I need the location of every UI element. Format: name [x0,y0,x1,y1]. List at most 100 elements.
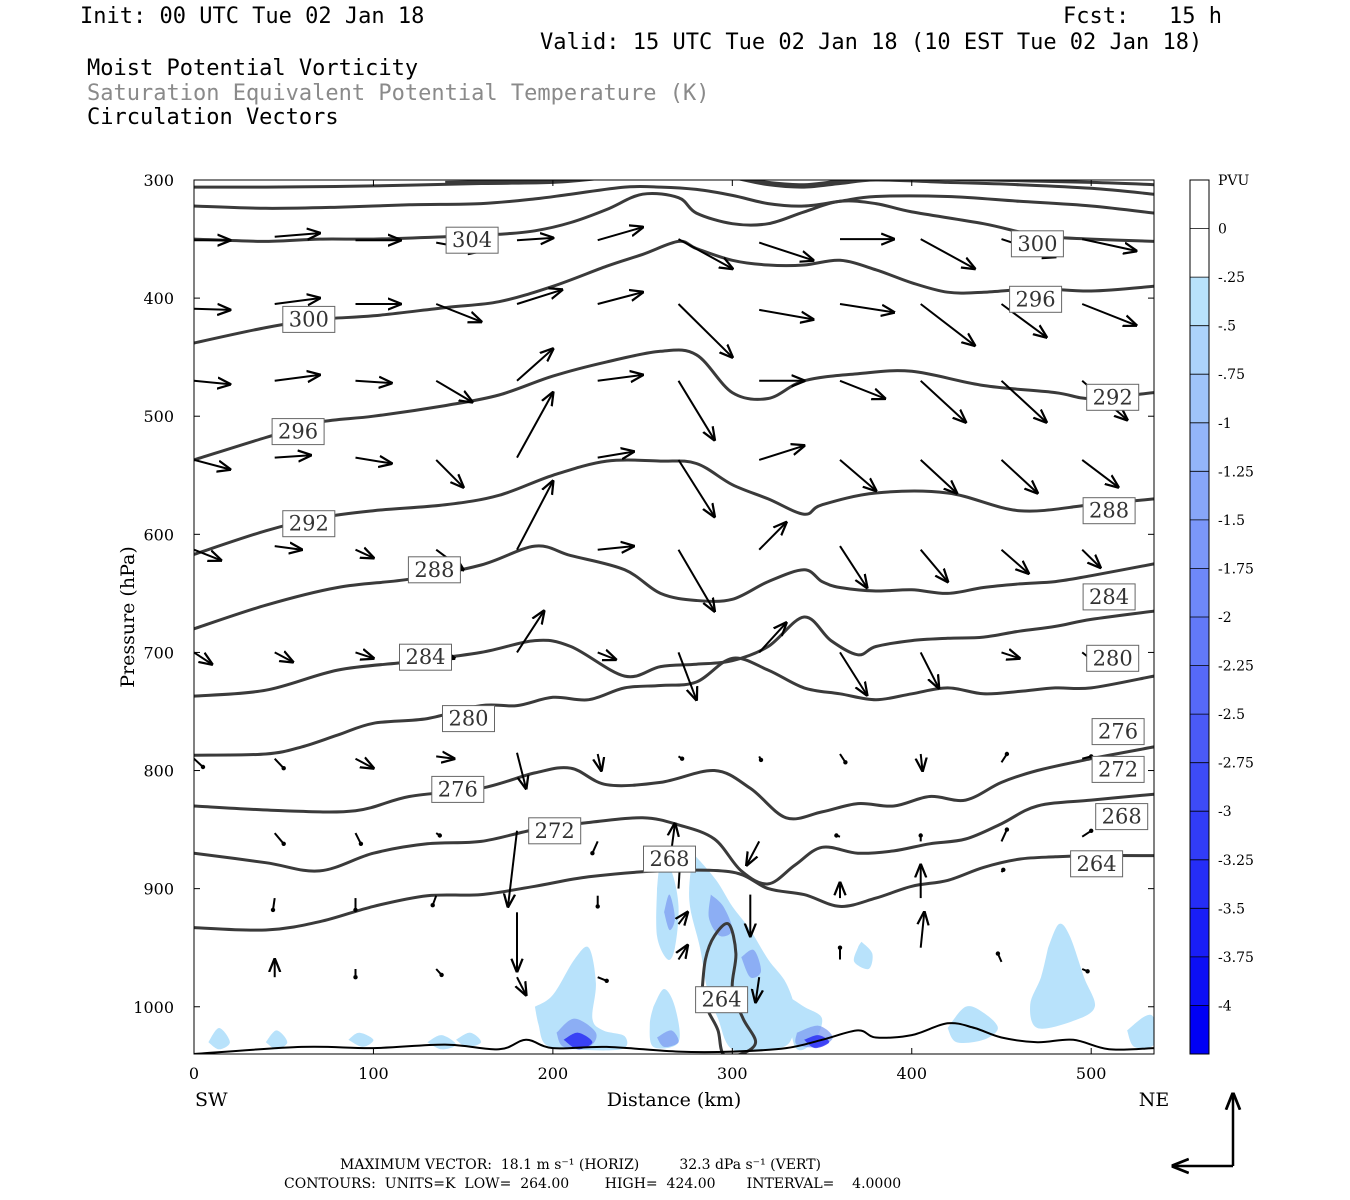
pv-shading-patch [456,1032,482,1047]
colorbar-label: -1 [1218,416,1232,432]
circulation-vector [839,303,894,312]
colorbar-segment [1190,180,1209,230]
pv-shading-patch [741,949,762,978]
contour-label: 280 [1093,646,1133,670]
circulation-vector [1081,303,1136,325]
circulation-vector [1081,459,1118,487]
circulation-vector [516,752,526,789]
circulation-vector [758,523,786,551]
contour-label: 296 [278,420,318,444]
colorbar-label: -1.75 [1218,561,1254,577]
circulation-vector [597,227,643,242]
colorbar-label: -.75 [1218,367,1245,383]
colorbar-label: -2.25 [1218,659,1254,675]
circulation-vector [274,455,311,457]
contour-label-box [282,305,336,333]
pv-shading-patch [664,894,675,931]
colorbar-label: 0 [1218,222,1227,238]
circulation-vector [597,652,616,659]
colorbar-segment [1190,714,1209,764]
circulation-vector-head [758,757,764,763]
terrain-surface-line [194,1022,1154,1054]
contour-label: 296 [1016,287,1056,311]
pv-shading-patch [563,1032,593,1050]
circulation-vector [355,550,374,558]
contour-label: 276 [1098,720,1138,744]
circulation-vector-head [590,851,595,856]
circulation-vector [516,393,553,459]
contour-label-box [271,418,325,446]
circulation-vector [1081,238,1136,251]
contour-label-box [1010,230,1064,258]
circulation-vector-head [995,951,1001,956]
contour-label: 300 [289,307,329,331]
circulation-vector-head [353,975,358,980]
circulation-vector [919,549,948,582]
title-theta-es: Saturation Equivalent Potential Temperat… [87,81,710,106]
circulation-vector [435,303,481,322]
x-tick-label: 0 [189,1064,199,1083]
circulation-vector [517,976,526,995]
x-axis-title: Distance (km) [607,1089,742,1111]
theta-contour-268 [194,792,1154,886]
circulation-vector [919,651,939,688]
colorbar-label: -3.5 [1218,901,1245,917]
contour-info-note: CONTOURS: UNITS=K LOW= 264.00 HIGH= 424.… [284,1176,902,1192]
circulation-vector [677,549,715,611]
circulation-vector [274,375,320,381]
contour-label: 288 [1089,499,1129,523]
max-vector-note: MAXIMUM VECTOR: 18.1 m s⁻¹ (HORIZ) 32.3 … [340,1157,822,1173]
contour-label: 268 [649,847,689,871]
colorbar-segment [1190,471,1209,521]
circulation-vector [756,977,760,1002]
colorbar-segment [1190,956,1209,1006]
valid-time: Valid: 15 UTC Tue 02 Jan 18 (10 EST Tue … [540,30,1203,55]
contour-label-box [1091,755,1145,783]
circulation-vector [516,238,553,240]
circulation-vector [274,233,320,237]
colorbar-label: -3 [1218,804,1232,820]
contour-label-box [1009,285,1063,313]
colorbar-segment [1190,568,1209,618]
circulation-vector [1081,548,1100,568]
contour-label-box [1082,497,1136,525]
colorbar-segment [1190,908,1209,958]
colorbar-segment [1190,422,1209,472]
colorbar-label: -1.25 [1218,464,1254,480]
circulation-vector-head [1001,867,1006,872]
contour-label: 276 [438,777,478,801]
x-tick-label: 200 [538,1064,569,1083]
y-axis-title: Pressure (hPa) [117,546,139,688]
x-tick-label: 300 [717,1064,748,1083]
colorbar-label: -.5 [1218,319,1236,335]
circulation-vector [597,375,643,381]
circulation-vector-head [358,841,364,846]
circulation-vector-head [1085,969,1090,974]
forecast-hour: Fcst: 15 h [1063,4,1222,29]
contour-label: 268 [1102,805,1142,829]
x-tick-label: 100 [358,1064,389,1083]
contour-label-box [1095,803,1149,831]
circulation-vector [516,290,562,305]
contour-label: 264 [1077,852,1117,876]
reference-vector-icon [1173,1094,1233,1166]
circulation-vector [355,759,374,769]
y-tick-label: 800 [143,762,174,781]
colorbar-segment [1190,519,1209,569]
circulation-vector-head [834,833,839,838]
colorbar-segment [1190,859,1209,909]
theta-contour-264-cold-pool [699,922,758,1054]
pv-shading-patch [708,894,733,937]
colorbar-segment [1190,617,1209,667]
colorbar-segment [1190,228,1209,278]
contour-label-box [528,817,582,845]
circulation-vector [516,481,553,551]
colorbar-label: -2 [1218,610,1232,626]
contour-label: 300 [1017,232,1057,256]
circulation-vector [920,238,975,269]
circulation-vector [921,753,923,771]
circulation-vector-head [1089,828,1094,833]
pv-shading-patch [427,1035,456,1050]
circulation-vector [516,349,553,382]
pv-shading-patch [534,946,628,1051]
